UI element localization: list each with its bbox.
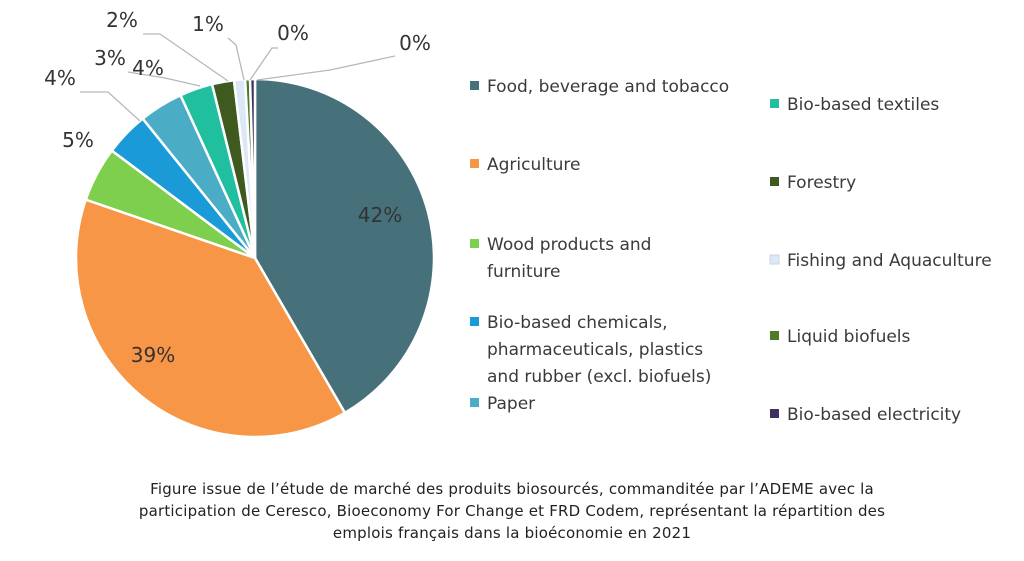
- leader-line-bio-based-chemicals-pharmaceuticals-plastics-and-rubber-excl-biofuels: [80, 91, 141, 122]
- legend-item-fishing-and-aquaculture: Fishing and Aquaculture: [769, 251, 992, 271]
- slice-labels: 42%39%5%4% 4%3%2% 1% 0% 0%: [44, 8, 431, 367]
- pie-chart: 42%39%5%4% 4%3%2% 1% 0% 0% Food, beverage an…: [44, 8, 992, 439]
- figure-caption: Figure issue de l’étude de marché des pr…: [60, 478, 964, 544]
- legend-swatch: [770, 331, 779, 340]
- legend-item-wood-products-and-furniture: Wood products and furniture: [470, 235, 651, 282]
- leader-line-forestry: [143, 33, 229, 82]
- legend-item-liquid-biofuels: Liquid biofuels: [770, 327, 911, 347]
- legend-swatch: [470, 159, 479, 168]
- legend-swatch: [770, 177, 779, 186]
- legend-swatch: [769, 254, 780, 265]
- slice-label-wood-products-and-furniture: 5%: [62, 128, 94, 152]
- legend-label: Forestry: [787, 173, 856, 193]
- slice-label-bio-based-electricity: 0%: [399, 31, 431, 55]
- legend-label: Bio-based chemicals,: [487, 313, 668, 333]
- legend-label: Liquid biofuels: [787, 327, 911, 347]
- legend-item-bio-based-electricity: Bio-based electricity: [770, 405, 961, 425]
- legend-item-paper: Paper: [470, 394, 535, 414]
- caption-line-1: Figure issue de l’étude de marché des pr…: [150, 480, 874, 498]
- leader-lines: [80, 33, 396, 122]
- legend-label: and rubber (excl. biofuels): [487, 367, 711, 387]
- slice-label-agriculture: 39%: [131, 343, 175, 367]
- slice-label-bio-based-chemicals-pharmaceuticals-plastics-and-rubber-excl-biofuels: 4%: [44, 66, 76, 90]
- legend-swatch: [470, 239, 479, 248]
- pie-slice-agriculture: [74, 198, 347, 439]
- legend-label: Food, beverage and tobacco: [487, 77, 729, 97]
- caption-line-3: emplois français dans la bioéconomie en …: [332, 524, 692, 542]
- pie-slices: [74, 77, 436, 439]
- caption-line-2: participation de Ceresco, Bioeconomy For…: [138, 502, 886, 520]
- legend-label: pharmaceuticals, plastics: [487, 340, 703, 360]
- legend-item-forestry: Forestry: [770, 173, 856, 193]
- legend-label: Wood products and: [487, 235, 651, 255]
- leader-line-bio-based-electricity: [256, 55, 396, 81]
- pie-slice-food-beverage-and-tobacco: [253, 77, 436, 415]
- slice-label-fishing-and-aquaculture: 1%: [192, 12, 224, 36]
- legend-item-food-beverage-and-tobacco: Food, beverage and tobacco: [470, 77, 729, 97]
- slice-label-food-beverage-and-tobacco: 42%: [358, 203, 402, 227]
- legend-swatch: [470, 81, 479, 90]
- legend-item-bio-based-chemicals-pharmaceuticals-plastics-and-rubber-excl-biofuels: Bio-based chemicals, pharmaceuticals, pla…: [470, 313, 711, 387]
- legend-label: Paper: [487, 394, 535, 414]
- legend-swatch: [470, 317, 479, 326]
- legend-label: furniture: [487, 262, 560, 282]
- legend-swatch: [770, 99, 779, 108]
- legend-label: Agriculture: [487, 155, 581, 175]
- legend-item-agriculture: Agriculture: [470, 155, 581, 175]
- slice-label-paper: 4%: [132, 56, 164, 80]
- slice-label-liquid-biofuels: 0%: [277, 21, 309, 45]
- slice-label-bio-based-textiles: 3%: [94, 46, 126, 70]
- legend-label: Bio-based textiles: [787, 95, 939, 115]
- legend: Food, beverage and tobacco Agriculture Woo…: [470, 77, 992, 425]
- leader-line-fishing-and-aquaculture: [227, 37, 245, 81]
- slice-label-forestry: 2%: [106, 8, 138, 32]
- legend-item-bio-based-textiles: Bio-based textiles: [770, 95, 939, 115]
- legend-label: Bio-based electricity: [787, 405, 961, 425]
- legend-swatch: [470, 398, 479, 407]
- legend-swatch: [770, 409, 779, 418]
- legend-label: Fishing and Aquaculture: [787, 251, 992, 271]
- leader-line-liquid-biofuels: [249, 47, 278, 81]
- leader-line-bio-based-textiles: [127, 71, 201, 87]
